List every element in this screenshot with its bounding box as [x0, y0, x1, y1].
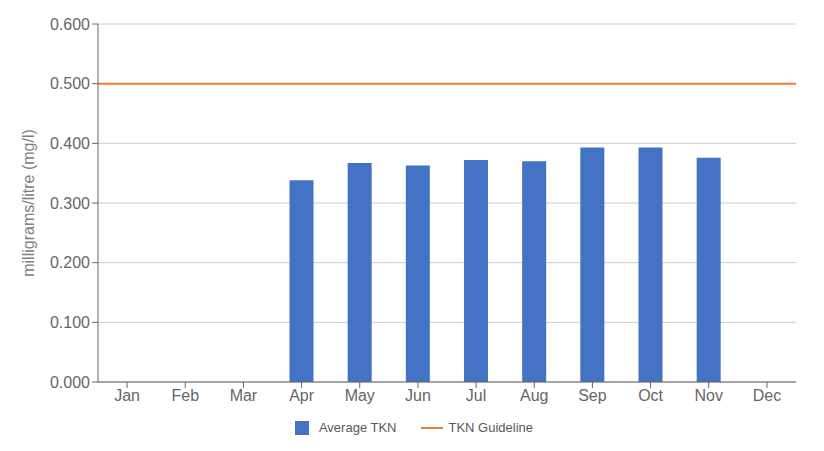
- svg-text:0.500: 0.500: [50, 75, 90, 92]
- svg-text:May: May: [345, 387, 375, 404]
- svg-text:Jan: Jan: [114, 387, 140, 404]
- svg-text:Aug: Aug: [520, 387, 548, 404]
- svg-text:0.600: 0.600: [50, 16, 90, 33]
- svg-text:0.200: 0.200: [50, 254, 90, 271]
- svg-text:Jul: Jul: [466, 387, 486, 404]
- svg-text:Feb: Feb: [171, 387, 199, 404]
- svg-text:Jun: Jun: [405, 387, 431, 404]
- svg-text:0.400: 0.400: [50, 135, 90, 152]
- svg-text:0.000: 0.000: [50, 374, 90, 391]
- svg-text:milligrams/litre (mg/l): milligrams/litre (mg/l): [20, 129, 37, 277]
- svg-text:Oct: Oct: [638, 387, 663, 404]
- svg-text:0.300: 0.300: [50, 195, 90, 212]
- svg-text:Mar: Mar: [230, 387, 258, 404]
- svg-text:Apr: Apr: [289, 387, 315, 404]
- svg-text:Sep: Sep: [578, 387, 607, 404]
- svg-text:Dec: Dec: [753, 387, 781, 404]
- svg-text:Nov: Nov: [695, 387, 723, 404]
- html-text:Average TKN: Average TKN: [318, 420, 397, 435]
- svg-text:0.100: 0.100: [50, 314, 90, 331]
- html-text:TKN Guideline: TKN Guideline: [448, 420, 533, 435]
